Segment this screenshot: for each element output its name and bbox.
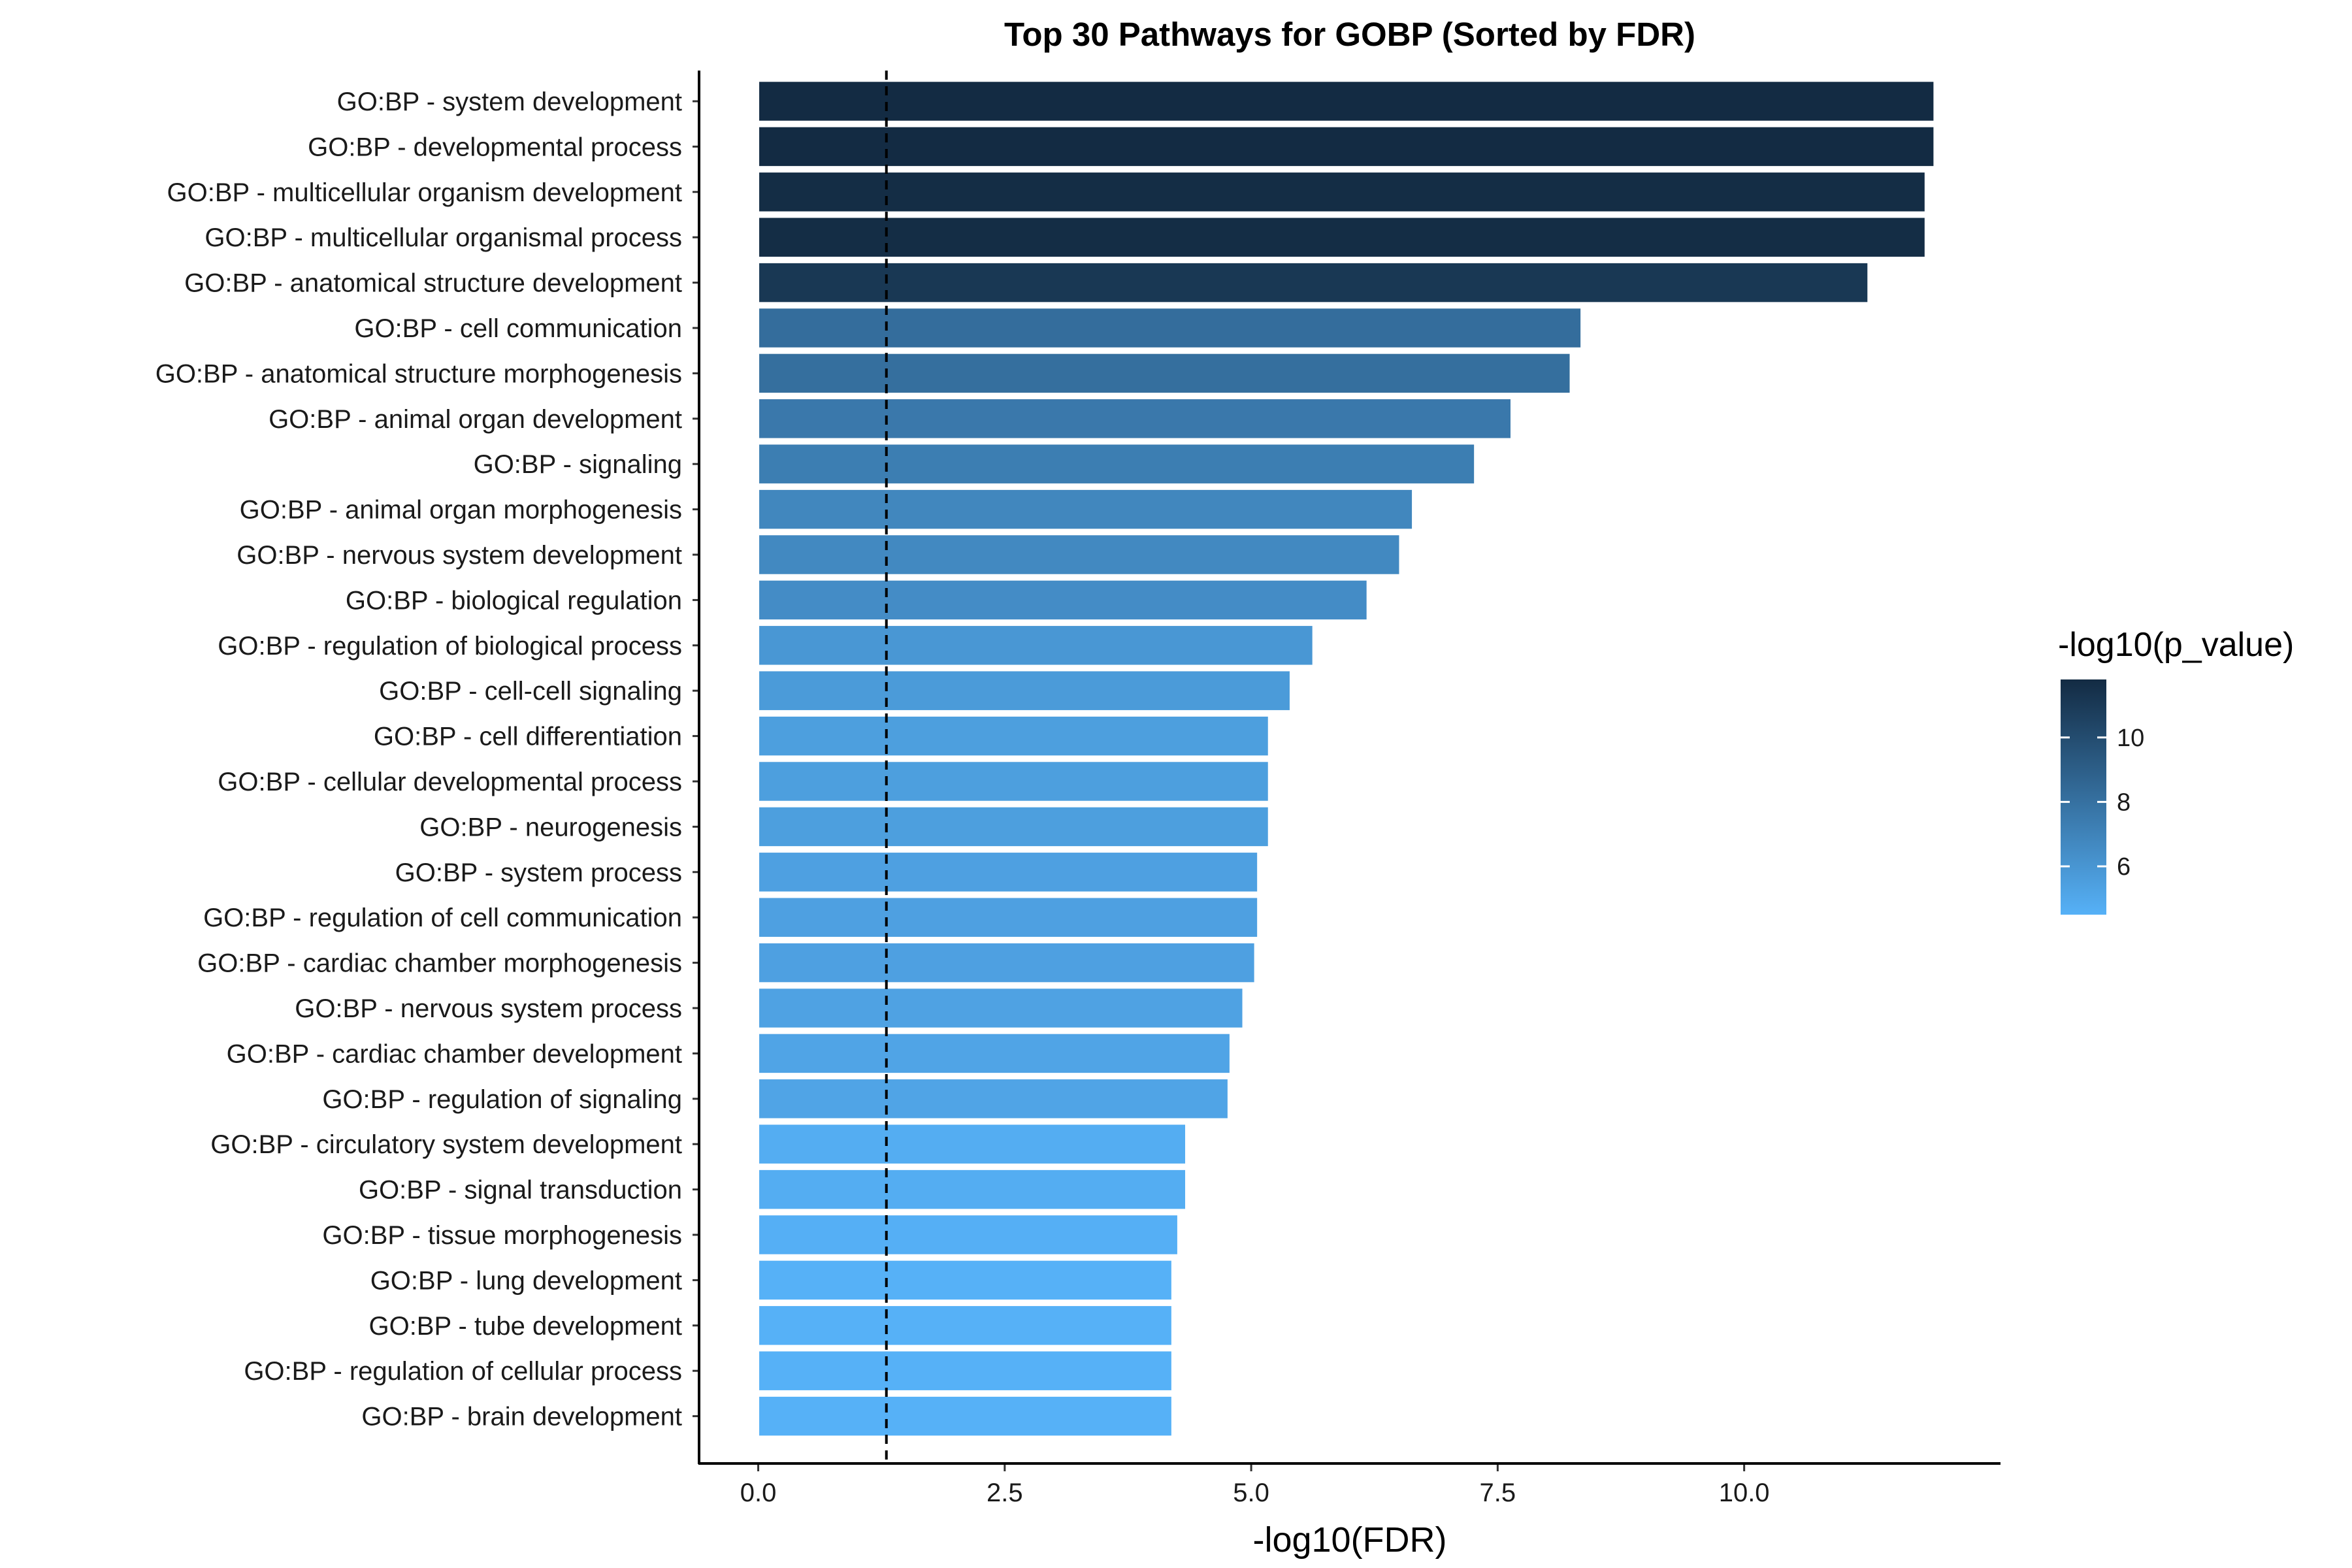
category-label: GO:BP - brain development	[361, 1403, 682, 1431]
x-axis-title: -log10(FDR)	[1252, 1520, 1446, 1560]
bar	[757, 261, 1870, 304]
bar	[757, 1032, 1232, 1075]
axes	[698, 71, 2001, 1465]
bar	[757, 624, 1315, 667]
bar	[757, 805, 1270, 849]
bar	[757, 171, 1927, 214]
bars-layer	[757, 71, 1936, 1463]
bar	[757, 987, 1245, 1030]
category-label: GO:BP - developmental process	[308, 133, 682, 161]
category-label: GO:BP - multicellular organismal process	[204, 223, 682, 252]
category-label: GO:BP - regulation of cellular process	[244, 1357, 682, 1386]
category-label: GO:BP - nervous system process	[295, 994, 682, 1023]
category-label: GO:BP - lung development	[370, 1266, 682, 1295]
category-label: GO:BP - anatomical structure development	[184, 269, 682, 298]
x-tick-label: 7.5	[1480, 1478, 1516, 1507]
category-label: GO:BP - signal transduction	[359, 1176, 682, 1205]
legend-tick-label: 8	[2117, 789, 2131, 816]
category-label: GO:BP - anatomical structure morphogenes…	[155, 359, 682, 388]
bar	[757, 1077, 1230, 1120]
category-label: GO:BP - signaling	[474, 450, 682, 479]
category-label: GO:BP - regulation of cell communication	[203, 904, 682, 932]
legend-tick-label: 10	[2117, 725, 2144, 752]
bar	[757, 1168, 1187, 1211]
category-label: GO:BP - cardiac chamber morphogenesis	[197, 949, 682, 978]
bar	[757, 896, 1260, 939]
bar	[757, 442, 1477, 485]
color-legend: -log10(p_value) 6 8 10	[2058, 626, 2294, 915]
category-label: GO:BP - cell differentiation	[374, 723, 682, 751]
bar	[757, 1213, 1179, 1256]
bar	[757, 1394, 1173, 1438]
bar	[757, 714, 1270, 758]
category-label: GO:BP - cell communication	[354, 314, 682, 343]
bar	[757, 851, 1260, 894]
bar	[757, 351, 1572, 395]
category-label: GO:BP - circulatory system development	[210, 1130, 682, 1159]
bar	[757, 533, 1401, 576]
bar	[757, 216, 1927, 259]
chart-title: Top 30 Pathways for GOBP (Sorted by FDR)	[1004, 16, 1695, 53]
category-labels: GO:BP - system development GO:BP - develo…	[155, 88, 699, 1431]
x-tick-label: 0.0	[740, 1478, 777, 1507]
bar	[757, 578, 1369, 622]
x-axis-ticks: 0.0 2.5 5.0 7.5 10.0	[740, 1463, 1770, 1507]
legend-title: -log10(p_value)	[2058, 626, 2294, 664]
category-label: GO:BP - multicellular organism developme…	[167, 178, 682, 207]
category-label: GO:BP - nervous system development	[237, 541, 682, 570]
category-label: GO:BP - neurogenesis	[419, 813, 682, 841]
category-label: GO:BP - animal organ morphogenesis	[240, 496, 682, 525]
bar	[757, 1349, 1173, 1392]
bar	[757, 80, 1936, 123]
category-label: GO:BP - cellular developmental process	[218, 768, 682, 796]
category-label: GO:BP - tube development	[368, 1312, 682, 1341]
category-label: GO:BP - regulation of signaling	[322, 1085, 682, 1114]
bar	[757, 1258, 1173, 1302]
category-label: GO:BP - cell-cell signaling	[379, 677, 682, 706]
category-label: GO:BP - animal organ development	[269, 405, 682, 434]
category-label: GO:BP - biological regulation	[346, 586, 682, 615]
bar	[757, 1122, 1187, 1166]
x-tick-label: 10.0	[1719, 1478, 1770, 1507]
category-label: GO:BP - regulation of biological process	[218, 632, 682, 661]
bar	[757, 306, 1583, 350]
legend-tick-label: 6	[2117, 853, 2131, 881]
bar	[757, 125, 1936, 169]
x-tick-label: 2.5	[987, 1478, 1023, 1507]
category-label: GO:BP - tissue morphogenesis	[322, 1221, 682, 1250]
bar	[757, 487, 1414, 531]
bar	[757, 397, 1512, 440]
category-label: GO:BP - cardiac chamber development	[227, 1039, 682, 1068]
category-label: GO:BP - system development	[337, 88, 682, 116]
category-label: GO:BP - system process	[395, 858, 682, 887]
legend-color-bar	[2061, 679, 2106, 915]
x-tick-label: 5.0	[1233, 1478, 1269, 1507]
bar	[757, 1304, 1173, 1347]
bar	[757, 669, 1292, 712]
bar	[757, 760, 1270, 803]
bar	[757, 941, 1256, 985]
